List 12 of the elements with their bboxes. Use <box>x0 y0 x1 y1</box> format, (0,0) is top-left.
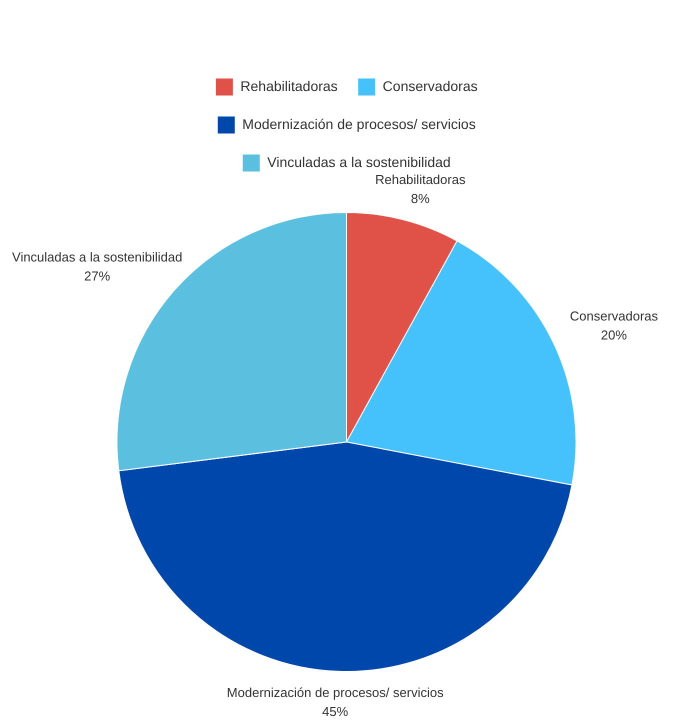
slice-label: Vinculadas a la sostenibilidad <box>12 249 182 264</box>
legend-label: Rehabilitadoras <box>240 78 338 94</box>
data-label: 8% <box>410 190 430 206</box>
data-label: 20% <box>600 327 628 342</box>
legend-label: Vinculadas a la sostenibilidad <box>267 154 451 170</box>
data-label: 45% <box>322 704 349 719</box>
legend-label: Conservadoras <box>382 78 478 94</box>
slice-label: Conservadoras <box>570 308 659 324</box>
legend-label: Modernización de procesos/ servicios <box>242 116 476 132</box>
slice-label: Modernización de procesos/ servicios <box>226 684 444 700</box>
data-label: 27% <box>84 268 111 284</box>
slice-label: Rehabilitadoras <box>375 172 466 187</box>
